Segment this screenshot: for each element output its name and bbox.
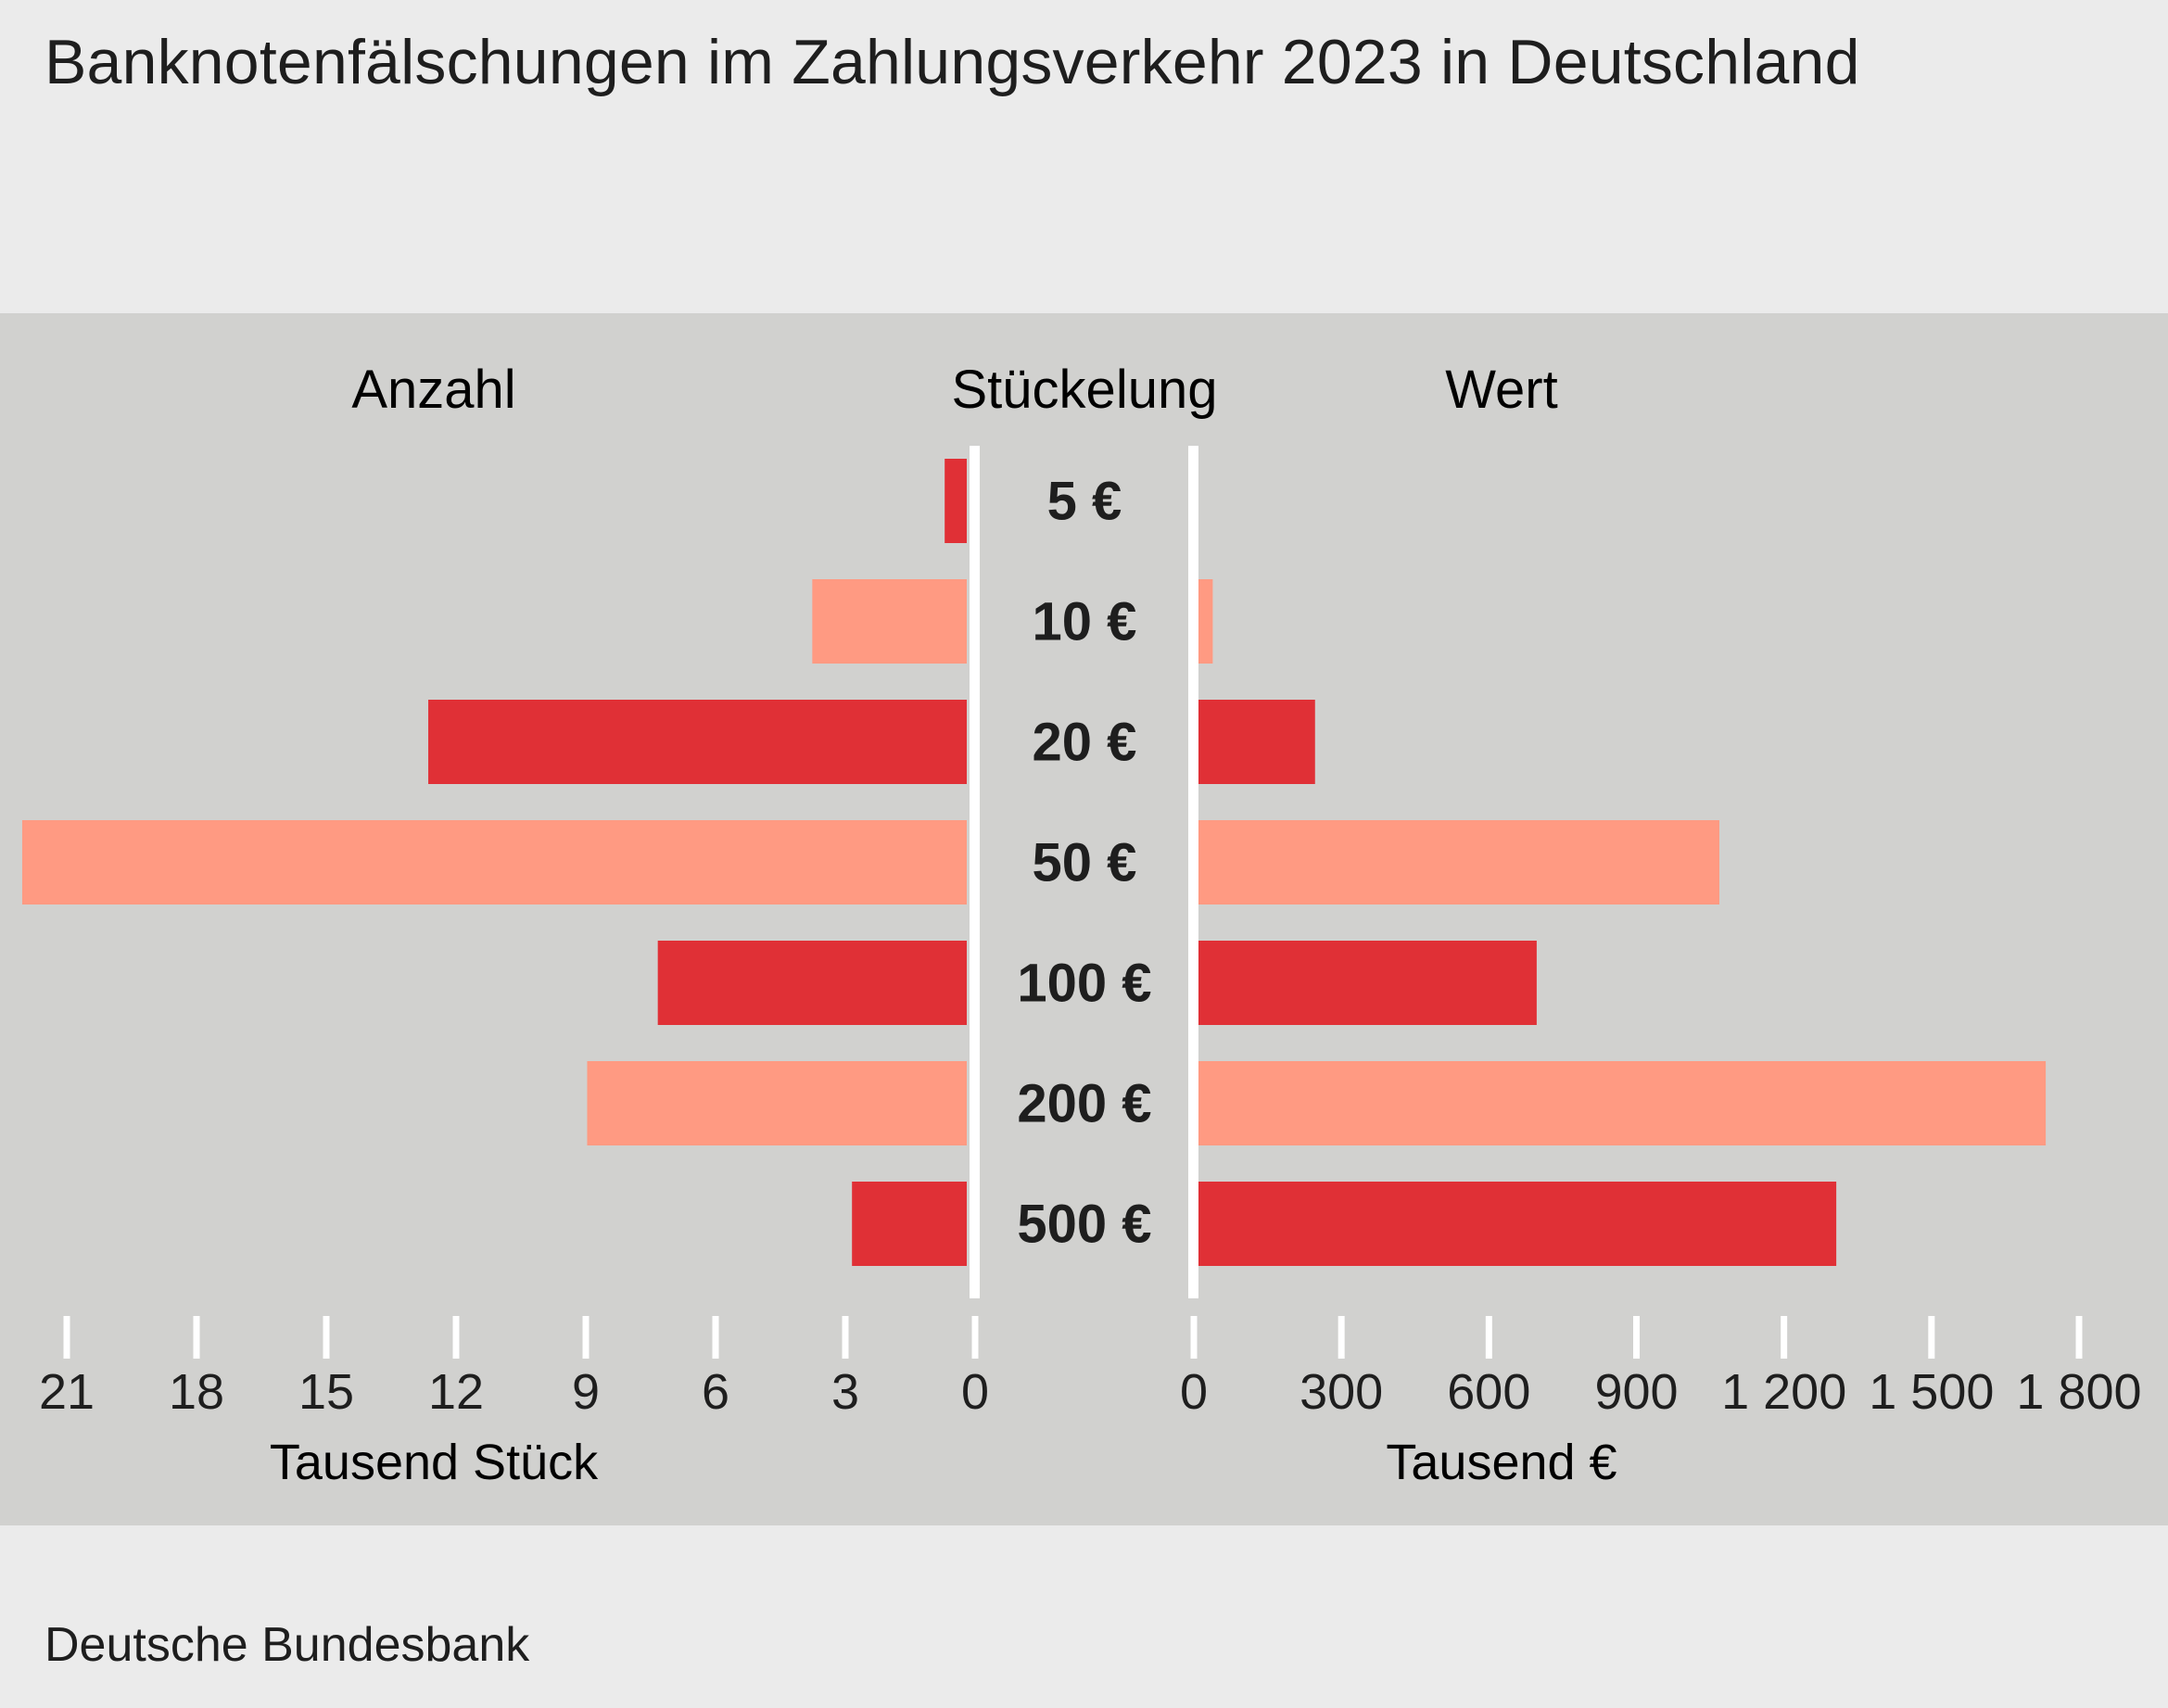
right-tick-mark-4 [1633,1316,1640,1359]
right-tick-label-6: 1 500 [1869,1364,1994,1420]
left-bar-7 [852,1182,967,1266]
right-bar-2 [1196,579,1213,664]
left-bar-5 [657,941,967,1025]
right-bar-5 [1196,941,1537,1025]
right-tick-mark-2 [1338,1316,1345,1359]
left-tick-mark-7 [842,1316,849,1359]
category-label-7: 500 € [1017,1195,1151,1255]
left-tick-mark-5 [582,1316,590,1359]
left-tick-mark-1 [63,1316,70,1359]
left-bar-3 [428,700,967,784]
right-tick-label-1: 0 [1180,1364,1208,1420]
category-label-4: 50 € [1033,833,1137,893]
left-tick-label-1: 21 [39,1364,95,1420]
right-tick-mark-1 [1190,1316,1198,1359]
butterfly-bar-chart: Anzahl Stückelung Wert 5 € 10 € 20 € 50 € 10… [21,360,2142,1490]
left-tick-label-3: 15 [298,1364,354,1420]
left-bar-6 [587,1061,967,1145]
left-tick-label-6: 6 [702,1364,729,1420]
center-column-header: Stückelung [952,360,1218,420]
category-label-5: 100 € [1017,954,1151,1014]
left-axis-line [970,446,980,1298]
chart-panel: Anzahl Stückelung Wert 5 € 10 € 20 € 50 € 10… [0,313,2168,1525]
right-tick-label-3: 600 [1447,1364,1530,1420]
right-tick-label-4: 900 [1594,1364,1678,1420]
right-bar-6 [1196,1061,2047,1145]
right-tick-label-5: 1 200 [1721,1364,1846,1420]
left-tick-label-2: 18 [169,1364,224,1420]
left-axis-ticks: 21 18 15 12 9 6 3 0 [39,1316,989,1420]
right-axis-ticks: 0 300 600 900 1 200 1 500 1 800 [1180,1316,2142,1420]
category-label-1: 5 € [1047,472,1122,532]
left-bar-2 [812,579,967,664]
category-label-3: 20 € [1033,713,1137,773]
category-label-6: 200 € [1017,1074,1151,1134]
right-tick-label-2: 300 [1300,1364,1383,1420]
left-axis-unit-label: Tausend Stück [270,1435,599,1490]
right-axis-unit-label: Tausend € [1386,1435,1616,1490]
left-tick-label-7: 3 [831,1364,859,1420]
right-tick-mark-6 [1928,1316,1935,1359]
left-bar-1 [945,459,967,543]
right-bar-4 [1196,820,1719,905]
right-axis-line [1188,446,1198,1298]
left-tick-label-5: 9 [572,1364,600,1420]
right-bar-7 [1196,1182,1837,1266]
left-bar-4 [21,820,967,905]
left-tick-label-4: 12 [428,1364,484,1420]
left-tick-mark-6 [712,1316,719,1359]
left-tick-label-8: 0 [961,1364,989,1420]
left-column-header: Anzahl [351,360,515,420]
category-labels: 5 € 10 € 20 € 50 € 100 € 200 € 500 € [1017,472,1151,1255]
left-tick-mark-4 [452,1316,460,1359]
right-tick-mark-7 [2075,1316,2083,1359]
source-note: Deutsche Bundesbank [44,1618,530,1672]
right-bar-3 [1196,700,1315,784]
left-tick-mark-8 [971,1316,979,1359]
right-tick-mark-5 [1781,1316,1788,1359]
right-tick-mark-3 [1485,1316,1492,1359]
right-column-header: Wert [1445,360,1557,420]
left-tick-mark-2 [193,1316,200,1359]
bars-layer [21,459,2047,1266]
left-tick-mark-3 [323,1316,330,1359]
right-tick-label-7: 1 800 [2016,1364,2141,1420]
chart-title: Banknotenfälschungen im Zahlungsverkehr … [44,27,1860,97]
category-label-2: 10 € [1033,592,1137,652]
